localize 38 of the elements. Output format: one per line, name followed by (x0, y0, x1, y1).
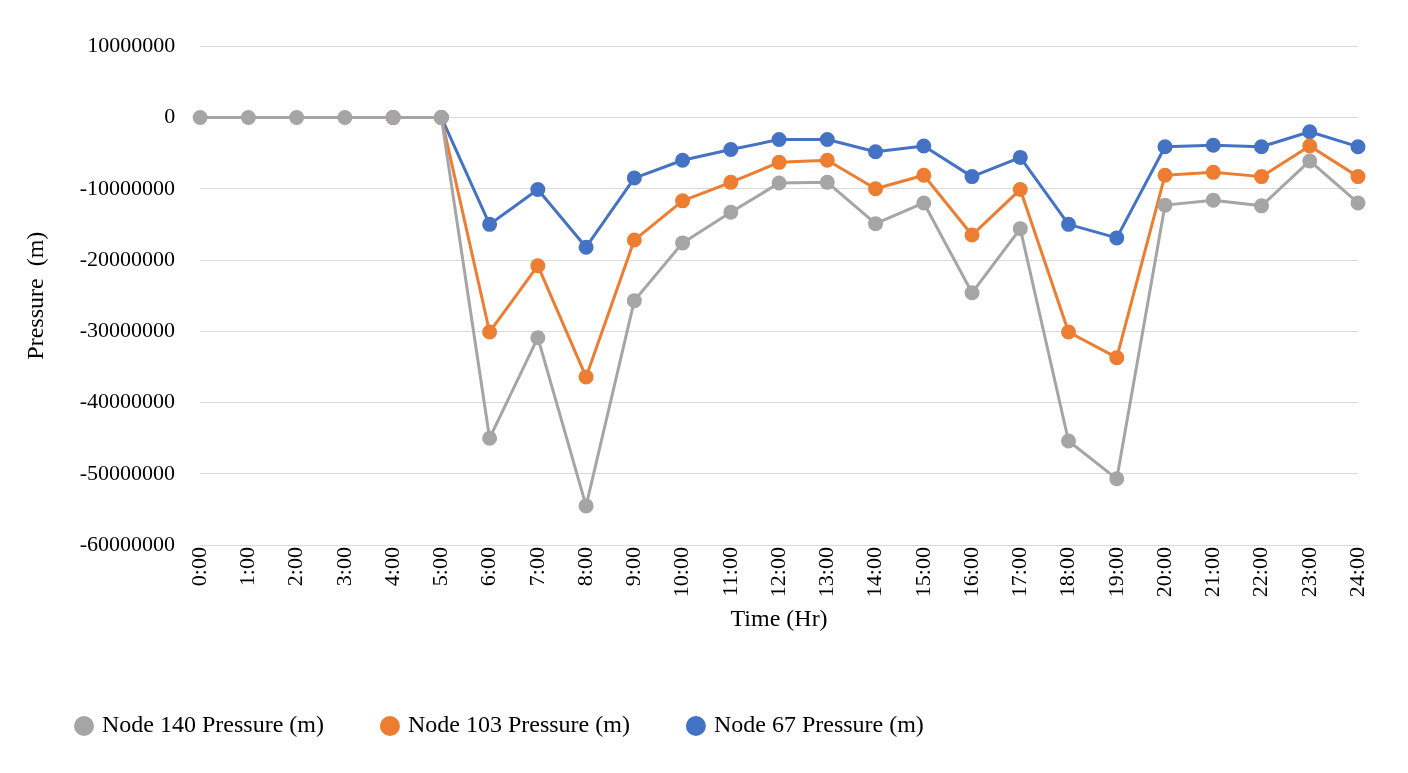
x-tick-label: 1:00 (234, 547, 260, 587)
x-tick-label: 18:00 (1054, 547, 1080, 598)
y-tick-label: -30000000 (79, 317, 176, 343)
legend-label: Node 67 Pressure (m) (713, 711, 924, 738)
legend-label: Node 140 Pressure (m) (102, 711, 324, 738)
y-tick-label: 10000000 (87, 31, 176, 57)
y-tick-label: -40000000 (79, 388, 176, 414)
x-tick-label: 17:00 (1006, 547, 1032, 598)
x-tick-label: 24:00 (1343, 547, 1369, 598)
x-tick-label: 4:00 (378, 547, 404, 587)
x-tick-label: 16:00 (957, 547, 983, 598)
y-tick-label: -10000000 (79, 174, 176, 200)
y-tick-label: -60000000 (79, 530, 176, 556)
x-tick-label: 19:00 (1102, 547, 1128, 598)
x-tick-label: 0:00 (185, 547, 211, 587)
x-tick-label: 21:00 (1199, 547, 1225, 598)
x-tick-label: 7:00 (523, 547, 549, 587)
x-tick-label: 14:00 (861, 547, 887, 598)
x-tick-label: 9:00 (620, 547, 646, 587)
x-tick-label: 23:00 (1295, 547, 1321, 598)
x-tick-label: 20:00 (1150, 547, 1176, 598)
legend-label: Node 103 Pressure (m) (407, 711, 630, 738)
x-tick-label: 13:00 (813, 547, 839, 598)
x-tick-label: 5:00 (427, 547, 453, 587)
x-axis-title: Time (Hr) (730, 604, 828, 631)
x-tick-label: 22:00 (1247, 547, 1273, 598)
y-axis-title: Pressure (m) (21, 231, 48, 360)
x-tick-label: 11:00 (716, 547, 742, 597)
x-tick-label: 12:00 (764, 547, 790, 598)
y-tick-label: 0 (164, 103, 176, 129)
x-tick-label: 2:00 (282, 547, 308, 587)
x-tick-label: 6:00 (475, 547, 501, 587)
x-tick-label: 8:00 (571, 547, 597, 587)
x-tick-label: 3:00 (330, 547, 356, 587)
x-tick-label: 15:00 (909, 547, 935, 598)
x-tick-label: 10:00 (668, 547, 694, 598)
y-tick-label: -50000000 (79, 459, 176, 485)
y-tick-label: -20000000 (79, 245, 176, 271)
